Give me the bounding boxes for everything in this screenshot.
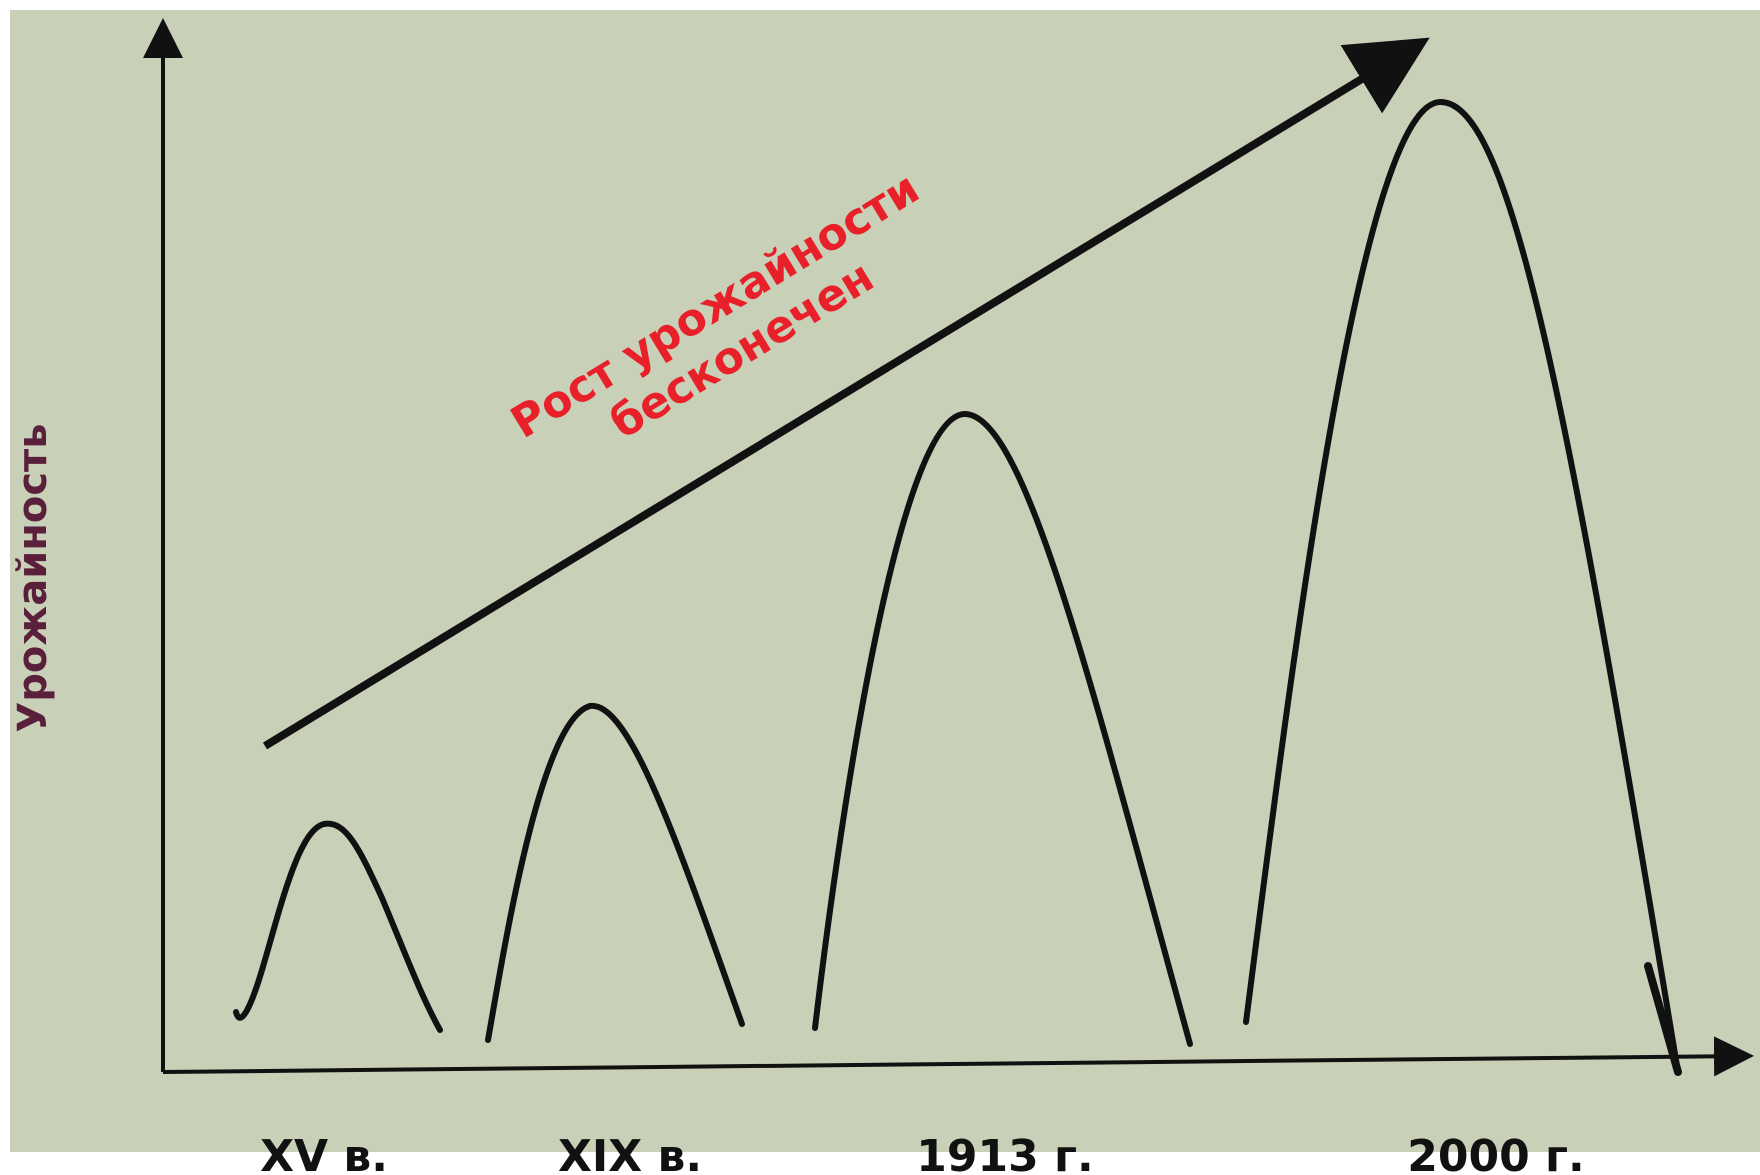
- y-axis-label: Урожайность: [10, 423, 56, 732]
- curve-1913: [812, 410, 1193, 1047]
- curve-2000-tail: [1644, 962, 1682, 1076]
- trend-arrow: [262, 37, 1430, 750]
- category-label-1913: 1913 г.: [916, 1131, 1093, 1175]
- curve-xix: [485, 702, 745, 1043]
- category-label-2000: 2000 г.: [1407, 1131, 1584, 1175]
- category-label-xv: XV в.: [260, 1131, 388, 1175]
- category-label-xix: XIX в.: [558, 1131, 702, 1175]
- curve-xv: [233, 820, 443, 1033]
- curve-2000: [1243, 98, 1681, 1075]
- x-axis: [162, 1036, 1754, 1077]
